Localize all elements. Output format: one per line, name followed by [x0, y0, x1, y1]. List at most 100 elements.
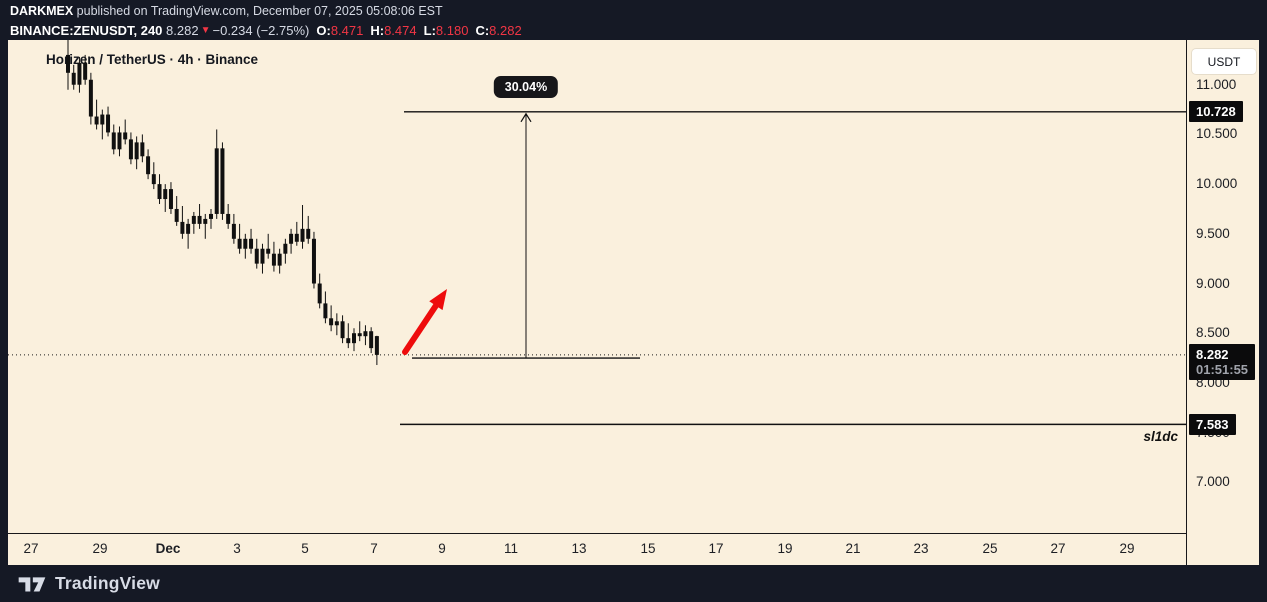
time-tick-label: Dec: [155, 541, 181, 556]
red-arrow-head-icon[interactable]: [429, 289, 447, 311]
price-tick-label: 10.000: [1196, 176, 1238, 192]
candle: [117, 132, 122, 150]
down-triangle-icon: ▼: [200, 25, 211, 36]
candle: [66, 54, 70, 73]
time-tick-label: 27: [23, 541, 39, 556]
candle: [249, 238, 254, 249]
time-tick-label: 23: [913, 541, 929, 556]
low-label: L:: [423, 23, 436, 38]
currency-unit-button[interactable]: USDT: [1192, 49, 1256, 74]
candle: [128, 139, 133, 160]
candle: [266, 248, 271, 254]
time-tick-label: 29: [92, 541, 108, 556]
candle: [329, 318, 334, 326]
candle: [111, 132, 116, 150]
footer-bar: TradingView: [0, 565, 1267, 602]
symbol-status-bar: BINANCE:ZENUSDT, 240 8.282 ▼ −0.234 (−2.75…: [0, 21, 1267, 40]
candle: [277, 253, 282, 266]
price-level-badge: 10.728: [1189, 101, 1243, 123]
price-level-badge: 7.583: [1189, 413, 1236, 435]
candle: [317, 283, 322, 304]
candle: [203, 218, 208, 224]
candle: [77, 62, 82, 85]
candle: [340, 321, 345, 339]
candle: [123, 132, 128, 140]
candle: [306, 228, 311, 239]
candle: [352, 333, 356, 344]
candle: [220, 148, 225, 214]
high-value: 8.474: [384, 23, 417, 38]
price-tick-label: 10.500: [1196, 126, 1238, 142]
candle: [214, 148, 219, 214]
candle: [197, 215, 202, 224]
candle: [334, 321, 339, 326]
candle: [369, 331, 374, 349]
red-arrow-shaft[interactable]: [402, 299, 442, 355]
candle: [209, 213, 213, 219]
range-arrowhead-icon: [520, 112, 532, 123]
candle: [374, 336, 379, 355]
price-tick-label: 8.500: [1196, 325, 1230, 341]
candle: [294, 233, 299, 242]
symbol-title[interactable]: BINANCE:ZENUSDT, 240: [10, 23, 163, 38]
chart-watermark: Horizen / TetherUS · 4h · Binance: [46, 52, 259, 67]
candle: [357, 333, 362, 337]
candle: [186, 223, 191, 234]
candle: [146, 156, 151, 175]
author-name: DARKMEX: [10, 3, 74, 18]
time-tick-label: 13: [571, 541, 587, 556]
candle: [363, 331, 368, 337]
candle: [71, 72, 76, 85]
price-tick-label: 11.000: [1196, 76, 1237, 92]
time-tick-label: 29: [1119, 541, 1135, 556]
candle: [254, 248, 259, 264]
candle: [237, 238, 242, 249]
current-price-badge: 8.282 01:51:55: [1189, 344, 1256, 381]
time-tick-label: 3: [233, 541, 241, 556]
candle: [231, 223, 236, 239]
time-tick-label: 25: [982, 541, 998, 556]
candle: [151, 174, 156, 185]
candle: [106, 114, 111, 133]
open-value: 8.471: [330, 23, 364, 38]
candle: [100, 114, 105, 125]
stop-loss-text-annotation[interactable]: sl1dc: [1143, 429, 1178, 444]
last-price: 8.282: [166, 23, 199, 38]
price-range-percent-label[interactable]: 30.04%: [493, 76, 559, 98]
candle: [311, 238, 316, 284]
price-tick-label: 9.000: [1196, 275, 1230, 291]
time-tick-label: 5: [301, 541, 309, 556]
time-tick-label: 15: [640, 541, 656, 556]
time-tick-label: 27: [1050, 541, 1066, 556]
candle: [94, 116, 99, 125]
time-axis[interactable]: 27 29 Dec 3 5 7 9 11 13 15 17 19 21 23 25 27 29: [16, 534, 1194, 565]
time-tick-label: 17: [708, 541, 724, 556]
price-axis[interactable]: USDT 11.000 10.500 10.000 9.500 9.000 8.500 8.…: [1187, 40, 1259, 565]
time-tick-label: 11: [503, 541, 519, 556]
candle-layer[interactable]: [8, 40, 1186, 533]
publish-text: published on TradingView.com, December 0…: [73, 3, 443, 18]
time-tick-label: 19: [777, 541, 793, 556]
candle: [88, 79, 93, 117]
time-axis-separator: [8, 533, 1259, 534]
candle: [168, 189, 173, 209]
time-tick-label: 9: [438, 541, 446, 556]
candle: [271, 253, 276, 266]
low-value: 8.180: [435, 23, 469, 38]
candle: [243, 238, 248, 249]
brand-name[interactable]: TradingView: [55, 573, 160, 593]
price-tick-label: 7.000: [1196, 474, 1230, 490]
candle: [289, 233, 294, 244]
candle: [134, 142, 139, 160]
candle: [180, 221, 185, 234]
time-tick-label: 7: [370, 541, 378, 556]
candle: [260, 248, 265, 264]
chart-pane[interactable]: Horizen / TetherUS · 4h · Binance 30.04%…: [8, 40, 1186, 565]
open-label: O:: [316, 23, 331, 38]
candle: [323, 303, 328, 319]
price-tick-label: 9.500: [1196, 225, 1230, 241]
tradingview-logo-icon[interactable]: [17, 571, 47, 597]
candle: [83, 62, 88, 80]
price-axis-border: [1186, 40, 1187, 565]
